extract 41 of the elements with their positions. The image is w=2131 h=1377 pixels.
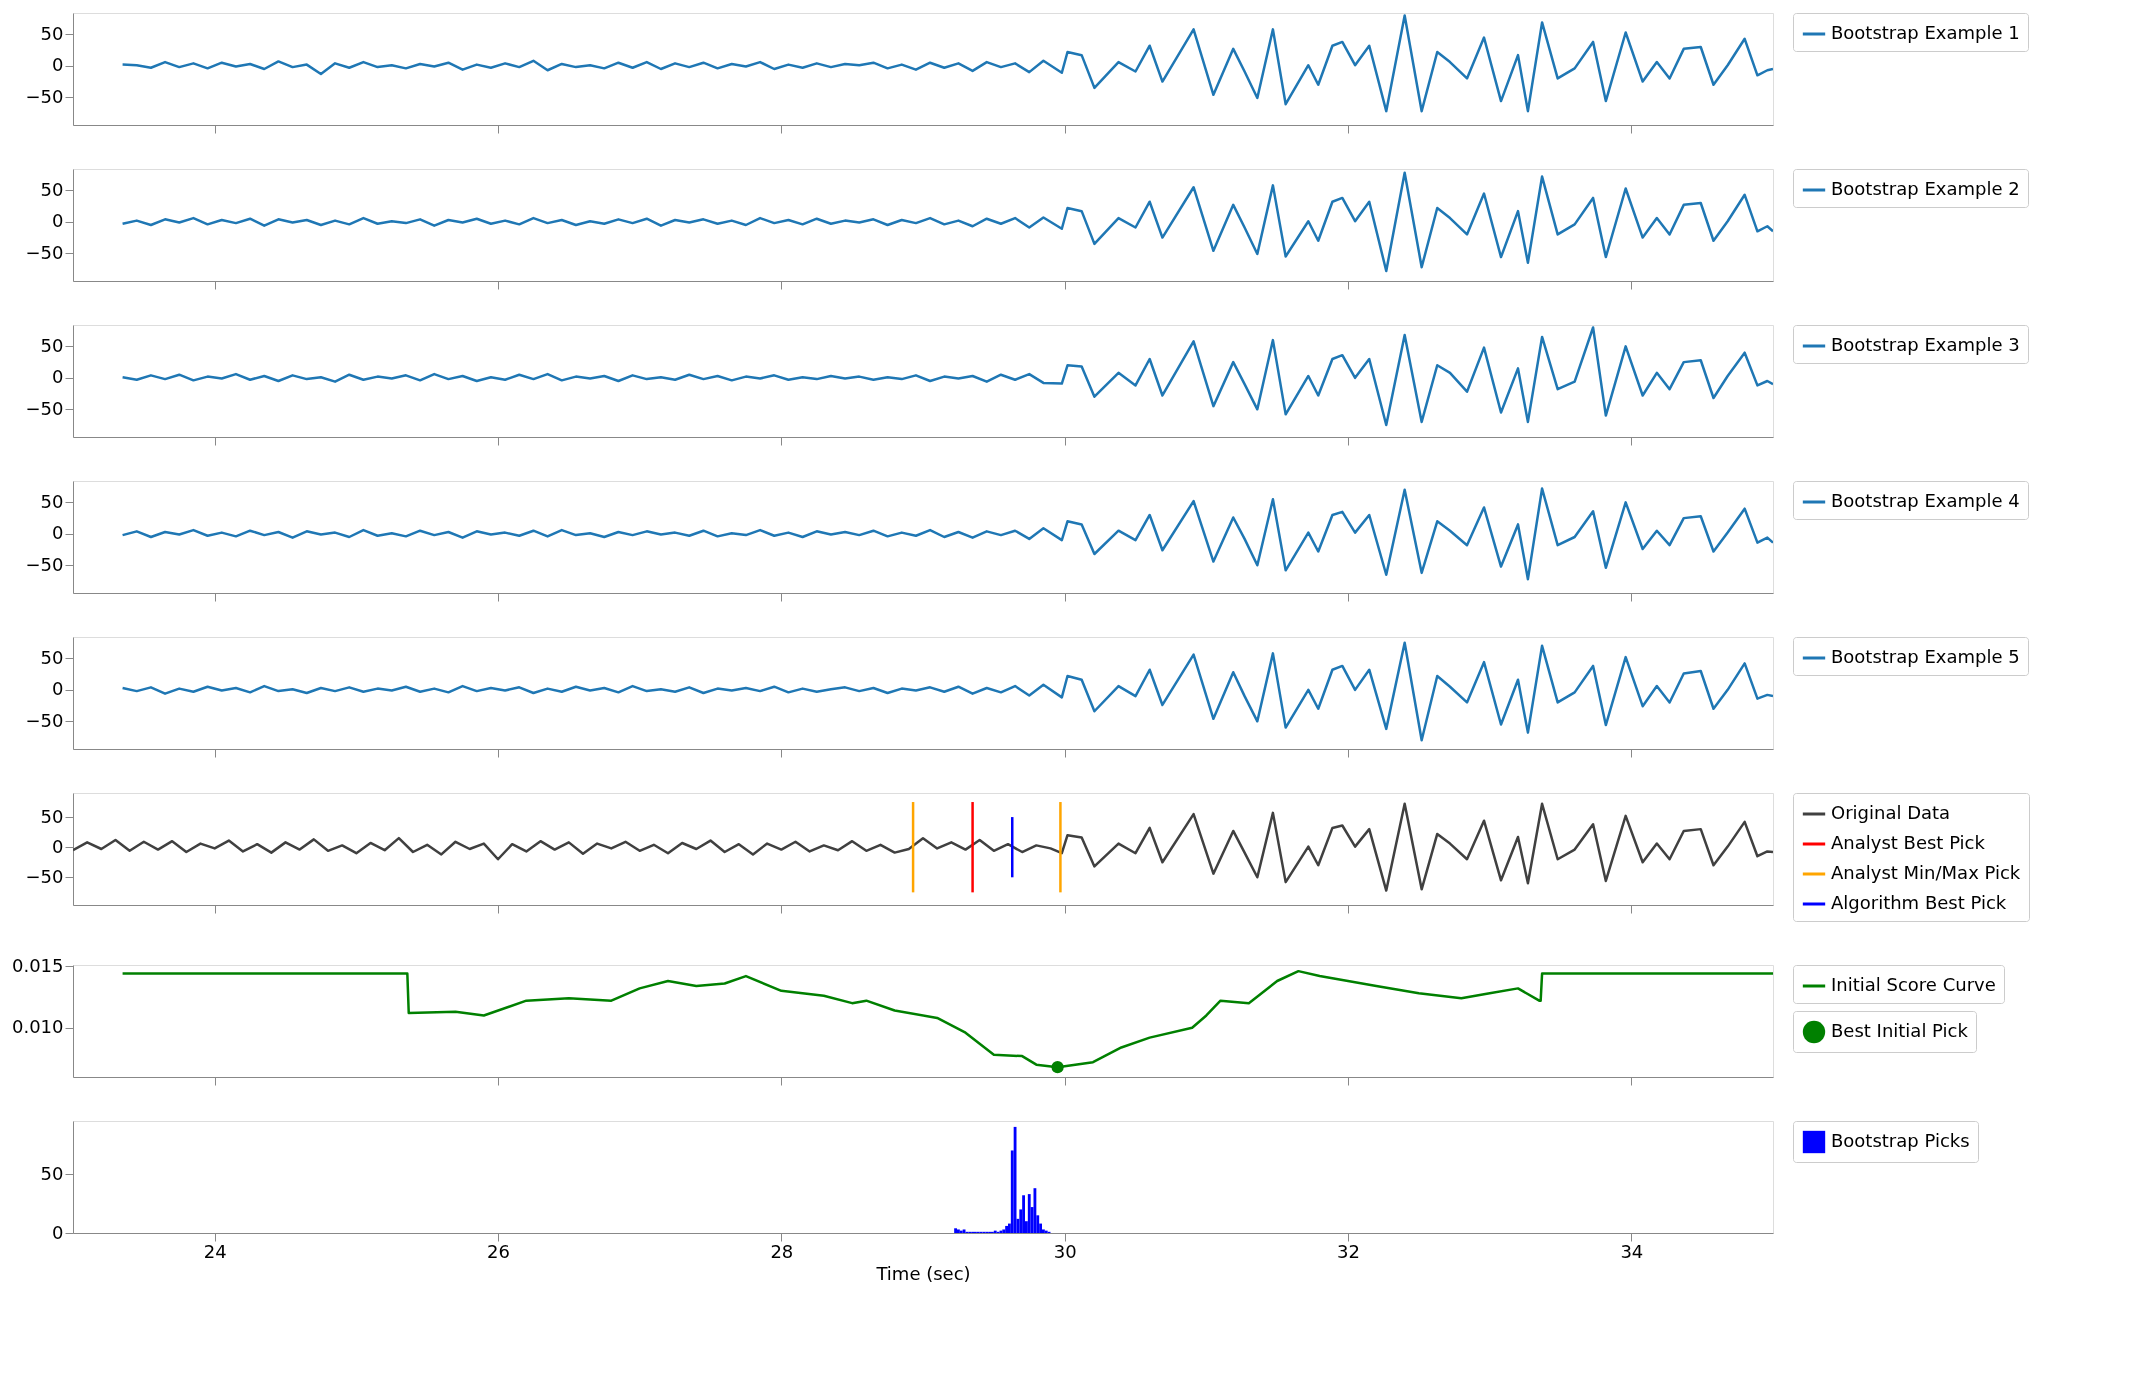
y-tick-label: 50 — [40, 490, 64, 512]
y-tick-label: −50 — [25, 865, 64, 887]
legend-label: Analyst Best Pick — [1831, 832, 1986, 853]
y-tick-label: 0 — [52, 366, 64, 388]
y-tick-label: 0 — [52, 678, 64, 700]
y-tick-label: 0 — [52, 54, 64, 76]
x-tick-label: 30 — [1053, 1240, 1077, 1262]
y-tick-label: −50 — [25, 85, 64, 107]
x-tick-label: 34 — [1620, 1240, 1644, 1262]
x-axis-title: Time (sec) — [875, 1262, 971, 1284]
legend-label: Original Data — [1831, 802, 1951, 823]
y-tick-label: 50 — [40, 178, 64, 200]
y-tick-label: 50 — [40, 805, 64, 827]
legend-label: Bootstrap Example 1 — [1831, 22, 2020, 43]
legend-label: Bootstrap Example 3 — [1831, 334, 2020, 355]
y-tick-label: 50 — [40, 22, 64, 44]
x-tick-label: 28 — [770, 1240, 794, 1262]
legend-label: Initial Score Curve — [1831, 974, 1996, 995]
y-tick-label: −50 — [25, 553, 64, 575]
y-tick-label: −50 — [25, 241, 64, 263]
y-tick-label: −50 — [25, 397, 64, 419]
legend-label: Best Initial Pick — [1831, 1020, 1969, 1041]
x-tick-label: 24 — [203, 1240, 227, 1262]
x-tick-label: 26 — [487, 1240, 510, 1262]
y-tick-label: 0 — [52, 210, 64, 232]
y-tick-label: 0.010 — [11, 1016, 64, 1038]
y-tick-label: 0.015 — [11, 954, 64, 976]
y-tick-label: 0 — [52, 522, 64, 544]
y-tick-label: 50 — [40, 646, 64, 668]
legend-label: Bootstrap Picks — [1831, 1130, 1970, 1151]
legend-label: Bootstrap Example 5 — [1831, 646, 2020, 667]
y-tick-label: −50 — [25, 709, 64, 731]
legend-label: Bootstrap Example 2 — [1831, 178, 2020, 199]
x-tick-label: 32 — [1337, 1240, 1360, 1262]
legend-label: Analyst Min/Max Pick — [1831, 862, 2021, 883]
y-tick-label: 0 — [52, 1221, 64, 1243]
y-tick-label: 0 — [52, 835, 64, 857]
legend-label: Algorithm Best Pick — [1831, 892, 2007, 913]
y-tick-label: 50 — [40, 1162, 64, 1184]
legend-label: Bootstrap Example 4 — [1831, 490, 2020, 511]
y-tick-label: 50 — [40, 334, 64, 356]
